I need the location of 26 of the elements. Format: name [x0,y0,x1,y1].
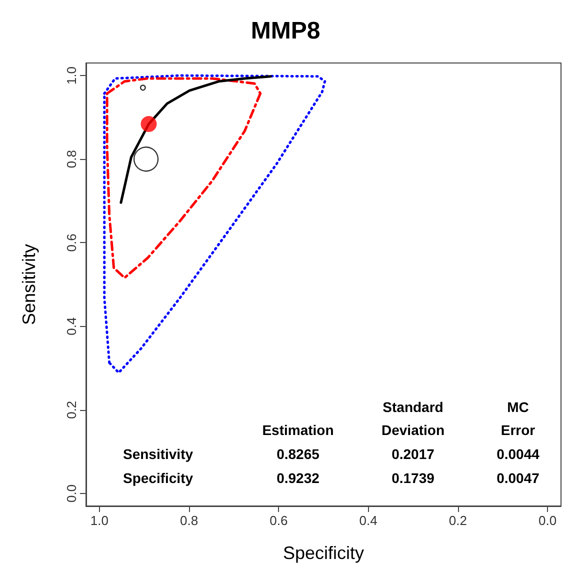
annotation: Standard Deviation [381,399,445,438]
y-tick-label: 0.2 [64,400,79,419]
y-tick-label: 0.8 [64,150,79,168]
annotation: Sensitivity [122,446,194,462]
annotation: Estimation [262,422,334,438]
x-axis-title: Specificity [282,543,364,563]
annotation: 0.2017 [392,446,435,462]
y-tick-label: 0.4 [64,317,79,336]
x-tick-label: 0.0 [538,513,557,528]
x-tick-label: 0.4 [359,513,378,528]
annotation: Specificity [122,470,194,486]
annotation: 0.0047 [496,470,540,486]
y-tick-label: 0.0 [64,484,79,502]
chart-title: MMP8 [250,18,320,44]
x-tick-label: 0.2 [448,513,467,528]
annotation: 0.0044 [496,446,540,462]
annotation: MC Error [500,399,536,438]
annotation: 0.8265 [276,446,320,462]
x-tick-label: 1.0 [90,513,108,528]
x-tick-label: 0.6 [270,513,288,528]
y-axis-title: Sensitivity [19,244,39,326]
annotation: 0.1739 [392,470,435,486]
annotation: 0.9232 [276,470,320,486]
x-tick-label: 0.8 [180,513,198,528]
y-tick-label: 1.0 [64,66,79,85]
y-tick-label: 0.6 [64,234,79,252]
